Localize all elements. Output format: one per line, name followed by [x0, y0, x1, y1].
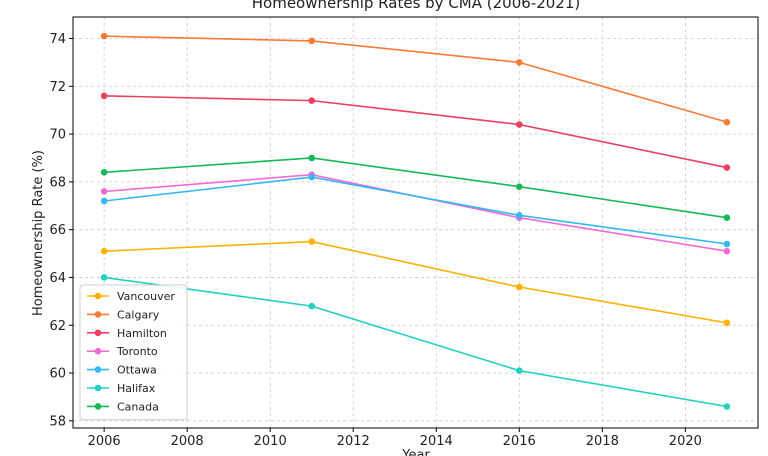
- y-tick-label: 68: [49, 175, 66, 190]
- series-line-toronto: [104, 173, 727, 252]
- legend-swatch-marker: [94, 292, 102, 300]
- data-point-canada: [308, 154, 316, 162]
- x-tick-label: 2014: [420, 434, 453, 449]
- x-axis: 2006 2008 2010 2012 2014 2016 2018 2020: [88, 428, 702, 449]
- data-point-halifax: [100, 274, 108, 281]
- data-point-canada: [100, 169, 108, 176]
- data-point-vancouver: [515, 283, 523, 291]
- series-hamilton: [100, 92, 731, 171]
- data-point-halifax: [515, 367, 523, 374]
- x-tick-label: 2008: [171, 434, 204, 449]
- legend-swatch-marker: [94, 311, 102, 318]
- x-axis-label: Year: [401, 448, 430, 456]
- chart-title: Homeownership Rates by CMA (2006-2021): [252, 0, 580, 12]
- data-point-hamilton: [100, 92, 108, 100]
- y-axis: 58 60 62 64 66 68 70 72 74: [49, 32, 73, 429]
- series-line-halifax: [104, 276, 727, 408]
- legend-label: Calgary: [117, 308, 160, 321]
- data-point-hamilton: [308, 97, 316, 104]
- legend-swatch-marker: [94, 366, 102, 373]
- data-point-vancouver: [308, 238, 316, 245]
- y-tick-label: 58: [49, 414, 66, 429]
- data-point-ottawa: [723, 240, 731, 248]
- data-point-calgary: [100, 32, 108, 40]
- x-tick-label: 2020: [669, 434, 702, 449]
- legend-label: Ottawa: [117, 364, 157, 377]
- y-tick-label: 62: [49, 319, 66, 334]
- series-halifax: [100, 274, 731, 410]
- series-canada: [100, 154, 731, 222]
- legend-swatch-marker: [94, 347, 102, 355]
- data-point-canada: [515, 183, 523, 190]
- legend-label: Vancouver: [117, 290, 175, 303]
- data-point-halifax: [308, 302, 316, 310]
- y-axis-label: Homeownership Rate (%): [31, 150, 46, 316]
- data-point-toronto: [723, 247, 731, 255]
- legend-item-halifax: Halifax: [87, 382, 156, 395]
- data-point-calgary: [515, 59, 523, 66]
- legend-item-calgary: Calgary: [87, 308, 160, 321]
- data-point-halifax: [723, 403, 731, 410]
- data-point-ottawa: [100, 197, 108, 205]
- series-ottawa: [100, 173, 731, 248]
- y-tick-label: 64: [49, 271, 66, 286]
- series-vancouver: [100, 238, 731, 327]
- data-point-hamilton: [515, 121, 523, 128]
- data-point-canada: [723, 214, 731, 222]
- y-tick-label: 66: [49, 223, 66, 238]
- series-line-canada: [104, 157, 727, 219]
- legend-swatch-marker: [94, 384, 102, 392]
- legend-label: Toronto: [116, 345, 158, 358]
- series-line-vancouver: [104, 240, 727, 324]
- series-line-calgary: [104, 35, 728, 123]
- series-line-ottawa: [104, 176, 727, 245]
- legend-label: Halifax: [117, 382, 156, 395]
- series-group: [100, 32, 731, 410]
- legend-swatch-marker: [94, 329, 102, 337]
- legend-item-canada: Canada: [87, 400, 159, 413]
- x-tick-label: 2012: [337, 434, 370, 449]
- x-tick-label: 2010: [254, 434, 287, 449]
- y-tick-label: 70: [49, 128, 66, 143]
- y-tick-label: 74: [49, 32, 66, 47]
- legend-label: Hamilton: [117, 327, 167, 340]
- legend-item-ottawa: Ottawa: [87, 364, 157, 377]
- data-point-toronto: [100, 188, 108, 195]
- data-point-ottawa: [515, 212, 523, 219]
- y-tick-label: 60: [49, 367, 66, 382]
- legend-label: Canada: [117, 400, 159, 413]
- series-calgary: [100, 32, 731, 126]
- data-point-ottawa: [308, 173, 316, 181]
- plot-frame: [72, 16, 759, 429]
- legend-box: [79, 284, 188, 421]
- legend: Vancouver Calgary Hamilton Toronto Ottawa Hal…: [79, 284, 188, 421]
- series-line-hamilton: [104, 95, 728, 169]
- x-tick-label: 2018: [586, 434, 619, 449]
- legend-item-toronto: Toronto: [87, 345, 158, 358]
- legend-swatch-marker: [94, 403, 102, 410]
- x-tick-label: 2016: [503, 434, 536, 449]
- x-tick-label: 2006: [88, 434, 121, 449]
- data-point-hamilton: [723, 164, 731, 171]
- data-point-vancouver: [723, 319, 731, 327]
- legend-item-vancouver: Vancouver: [87, 290, 175, 303]
- data-point-calgary: [308, 37, 316, 45]
- y-tick-label: 72: [49, 80, 66, 95]
- legend-item-hamilton: Hamilton: [87, 327, 167, 340]
- series-toronto: [100, 171, 731, 255]
- data-point-calgary: [723, 118, 731, 126]
- data-point-vancouver: [100, 247, 108, 255]
